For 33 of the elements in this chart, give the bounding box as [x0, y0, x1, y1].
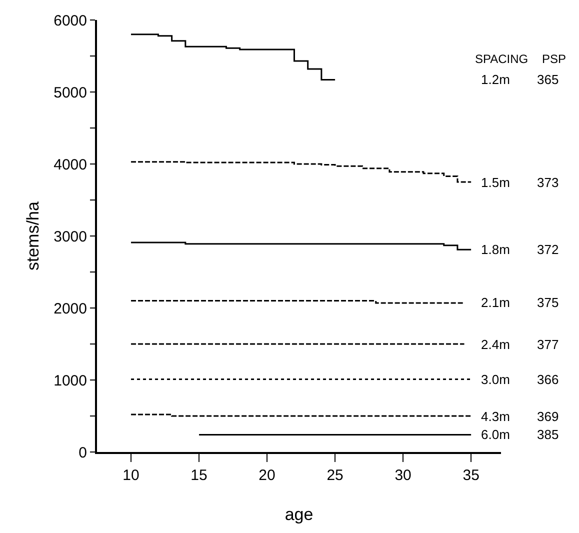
- x-tick-label: 15: [190, 467, 208, 484]
- y-tick-label: 4000: [54, 156, 87, 174]
- x-axis-title: age: [284, 504, 314, 524]
- text: 377: [537, 337, 559, 352]
- series-label: 3.0m: [481, 372, 510, 387]
- x-tick-label: 35: [462, 467, 480, 484]
- y-tick-label: 2000: [54, 300, 87, 318]
- series-label: 1.5m: [481, 175, 510, 190]
- series-label: 2.4m: [481, 337, 510, 352]
- text: 366: [537, 372, 559, 387]
- text: 372: [537, 242, 559, 257]
- y-tick-label: 0: [78, 444, 87, 462]
- x-tick-label: 25: [326, 467, 344, 484]
- y-axis-title: stems/ha: [24, 200, 43, 270]
- text: 385: [537, 427, 559, 442]
- series-label: 1.8m: [481, 242, 510, 257]
- text: 373: [537, 175, 559, 190]
- y-tick-label: 3000: [54, 228, 87, 246]
- series-label: 2.1m: [481, 295, 510, 310]
- text: 365: [537, 72, 559, 87]
- series-label: 4.3m: [481, 409, 510, 424]
- text: 1.2m: [481, 72, 510, 87]
- text: 369: [537, 409, 559, 424]
- y-tick-label: 1000: [54, 372, 87, 390]
- y-tick-label: 6000: [54, 12, 87, 30]
- x-tick-label: 20: [258, 467, 276, 484]
- y-tick-label: 5000: [54, 84, 87, 102]
- series-label: 6.0m: [481, 427, 510, 442]
- annotation: SPACING: [475, 52, 528, 66]
- x-tick-label: 10: [122, 467, 140, 484]
- text: 375: [537, 295, 559, 310]
- x-tick-label: 30: [394, 467, 412, 484]
- text: PSP: [542, 52, 566, 66]
